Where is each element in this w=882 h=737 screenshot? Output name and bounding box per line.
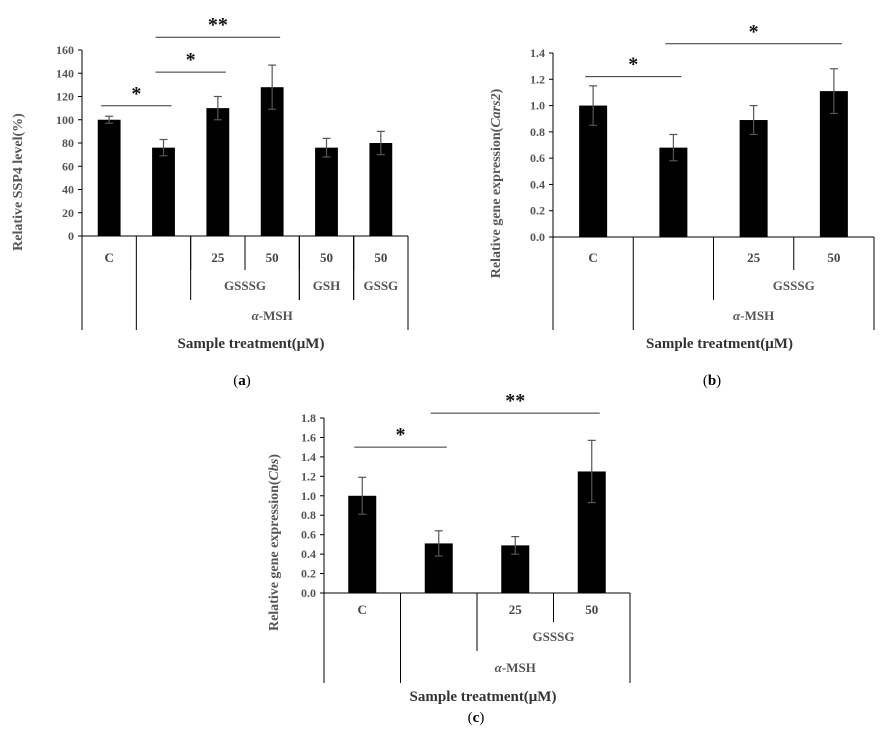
panel-c-y-tick-label: 1.8	[301, 411, 316, 425]
panel-a-significance-marker: *	[131, 83, 141, 105]
panel-b-caption: (b)	[703, 373, 721, 389]
panel-b-group-label: GSSSG	[773, 278, 815, 293]
panel-c-y-tick-label: 0.0	[301, 586, 316, 600]
panel-a-y-tick-label: 140	[56, 66, 74, 80]
panel-b-y-axis-label: Relative gene expression(Cars2)	[489, 88, 504, 278]
panel-c-y-tick-label: 0.8	[301, 508, 316, 522]
panel-b-x-axis-title: Sample treatment(μM)	[646, 336, 793, 352]
panel-b-bar	[579, 105, 608, 237]
panel-c-outer-group-label: α-MSH	[495, 660, 536, 675]
panel-b-y-tick-label: 0.0	[530, 230, 545, 244]
panel-b-bar	[659, 147, 688, 237]
panel-b-chart: 0.0 0.2 0.4 0.6 0.8 1.0 1.2 1.4 Relative gene ex…	[489, 21, 875, 389]
panel-a-category-label: 50	[320, 250, 333, 265]
panel-a-bar	[152, 147, 175, 236]
panel-a-caption: (a)	[233, 373, 251, 389]
panel-a-y-tick-label: 20	[62, 206, 74, 220]
panel-a-y-tick-label: 60	[62, 159, 74, 173]
panel-a-chart: 0 20 40 60 80 100 120 140 160 Relative SSP4 level…	[11, 14, 409, 389]
panel-b-bar	[739, 120, 768, 237]
panel-a-group-label: GSSSG	[224, 278, 266, 293]
panel-c-category-label: C	[358, 602, 367, 617]
panel-a-y-tick-label: 100	[56, 113, 74, 127]
panel-c-group-label: GSSSG	[533, 629, 575, 644]
panel-a-significance-marker: *	[186, 49, 196, 71]
panel-c-y-tick-label: 1.4	[301, 450, 316, 464]
panel-c-y-tick-label: 0.6	[301, 528, 316, 542]
panel-c-caption: (c)	[468, 710, 485, 726]
panel-a-y-tick-label: 160	[56, 43, 74, 57]
panel-b-y-tick-label: 0.2	[530, 204, 545, 218]
panel-b-significance-marker: *	[628, 54, 638, 76]
panel-c-significance-marker: *	[396, 424, 406, 446]
panel-a-bar	[260, 87, 284, 236]
panel-b-outer-group-label: α-MSH	[733, 308, 774, 323]
panel-a-y-axis-label: Relative SSP4 level(%)	[11, 113, 26, 251]
panel-a-category-label: C	[104, 250, 113, 265]
panel-a-x-axis-title: Sample treatment(μM)	[178, 336, 325, 352]
panel-c-y-tick-label: 1.6	[301, 430, 316, 444]
panel-b-category-label: C	[588, 250, 597, 265]
panel-c-y-tick-label: 1.2	[301, 469, 316, 483]
panel-c-x-axis-title: Sample treatment(μM)	[410, 689, 557, 705]
panel-b-bar	[819, 91, 848, 237]
panel-a-y-tick-label: 80	[62, 136, 74, 150]
panel-c-category-label: 25	[509, 602, 523, 617]
panel-b-category-label: 50	[827, 250, 840, 265]
panel-b-y-tick-label: 1.0	[530, 99, 545, 113]
panel-a-category-label: 25	[211, 250, 225, 265]
panel-b-y-tick-label: 0.8	[530, 125, 545, 139]
panel-c-category-label: 50	[585, 602, 598, 617]
panel-b-y-tick-label: 1.2	[530, 72, 545, 86]
panel-c-y-axis-label: Relative gene expression(Cbs)	[267, 454, 282, 631]
panel-c-y-tick-label: 0.4	[301, 547, 316, 561]
panel-b-significance-marker: *	[749, 21, 759, 43]
panel-a-y-tick-label: 0	[68, 229, 74, 243]
panel-a-category-label: 50	[374, 250, 387, 265]
panel-a-group-label: GSH	[313, 278, 340, 293]
panel-c-significance-marker: **	[505, 390, 525, 412]
panel-a-bar	[369, 143, 393, 236]
panel-c-y-tick-label: 1.0	[301, 489, 316, 503]
panel-c-chart: 0.0 0.2 0.4 0.6 0.8 1.0 1.2 1.4 1.6 1.8 Relative g…	[267, 390, 631, 726]
panel-b-y-tick-label: 0.6	[530, 151, 545, 165]
panel-a-bar	[97, 119, 121, 236]
panel-a-y-tick-label: 120	[56, 90, 74, 104]
panel-a-outer-group-label: α-MSH	[252, 308, 293, 323]
panel-a-category-label: 50	[266, 250, 279, 265]
panel-a-group-label: GSSG	[363, 278, 398, 293]
panel-b-category-label: 25	[747, 250, 761, 265]
panel-b-y-tick-label: 0.4	[530, 177, 545, 191]
panel-b-y-tick-label: 1.4	[530, 46, 545, 60]
panel-a-bar	[206, 108, 230, 236]
panel-a-bar	[315, 147, 338, 236]
panel-c-y-tick-label: 0.2	[301, 567, 316, 581]
panel-a-y-tick-label: 40	[62, 183, 74, 197]
panel-a-significance-marker: **	[208, 14, 228, 36]
